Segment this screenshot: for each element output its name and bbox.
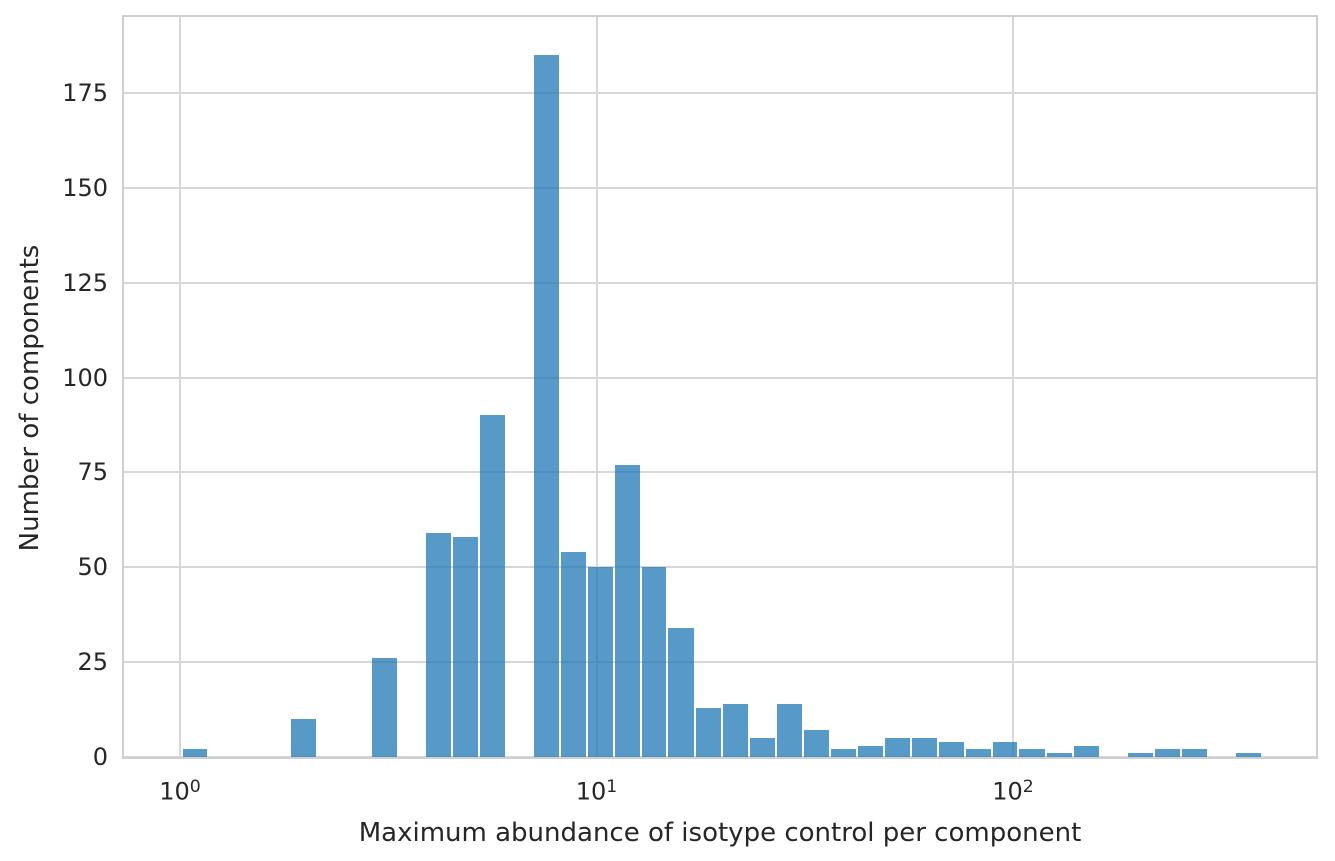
gridline-h <box>124 91 1316 94</box>
y-tick-label: 125 <box>62 268 108 297</box>
histogram-bar <box>291 719 316 757</box>
x-tick-label: 102 <box>992 777 1034 806</box>
gridline-h <box>124 376 1316 379</box>
histogram-bar <box>1235 753 1261 757</box>
histogram-bar <box>614 464 641 757</box>
y-tick-label: 100 <box>62 363 108 392</box>
gridline-h <box>124 566 1316 569</box>
histogram-bar <box>1128 753 1153 757</box>
histogram-bar <box>722 703 748 757</box>
histogram-bar <box>560 552 587 757</box>
histogram-bar <box>642 567 667 757</box>
histogram-bar <box>668 627 694 757</box>
histogram-bar <box>831 749 856 757</box>
histogram-bar <box>695 707 721 757</box>
gridline-h <box>124 661 1316 664</box>
plot-area <box>124 17 1316 758</box>
y-tick-label: 75 <box>77 458 108 487</box>
histogram-bar <box>1154 749 1180 757</box>
histogram-bar <box>857 745 883 757</box>
y-tick-label: 50 <box>77 553 108 582</box>
gridline-h <box>124 471 1316 474</box>
y-tick-label: 25 <box>77 648 108 677</box>
histogram-bar <box>966 749 991 757</box>
histogram-bar <box>372 658 398 757</box>
gridline-v <box>595 17 598 757</box>
histogram-bar <box>939 741 964 757</box>
y-tick-label: 175 <box>62 78 108 107</box>
gridline-v <box>1012 17 1014 757</box>
y-tick-label: 150 <box>62 173 108 202</box>
histogram-bar <box>453 536 478 757</box>
y-axis-label: Number of components <box>15 244 45 552</box>
y-tick-label: 0 <box>92 743 108 771</box>
gridline-h <box>124 186 1316 189</box>
histogram-bar <box>803 730 830 757</box>
x-axis-label: Maximum abundance of isotype control per… <box>358 818 1082 848</box>
histogram-bar <box>912 738 938 757</box>
histogram-bar <box>182 749 208 757</box>
histogram-bar <box>1019 749 1045 757</box>
histogram-bar <box>479 415 505 757</box>
histogram-bar <box>1046 753 1072 757</box>
x-tick-label: 101 <box>575 777 618 806</box>
histogram-bar <box>588 567 613 757</box>
gridline-h <box>124 281 1316 284</box>
histogram-bar <box>749 738 776 757</box>
histogram-bar <box>425 533 452 757</box>
histogram-bar <box>777 703 802 757</box>
x-tick-label: 100 <box>159 777 201 806</box>
gridline-v <box>179 17 181 757</box>
histogram-bar <box>992 741 1018 757</box>
histogram-bar <box>1181 749 1208 757</box>
bars-layer <box>124 17 1316 757</box>
histogram-bar <box>884 738 910 757</box>
histogram-bar <box>1073 745 1100 757</box>
histogram-bar <box>534 54 559 757</box>
